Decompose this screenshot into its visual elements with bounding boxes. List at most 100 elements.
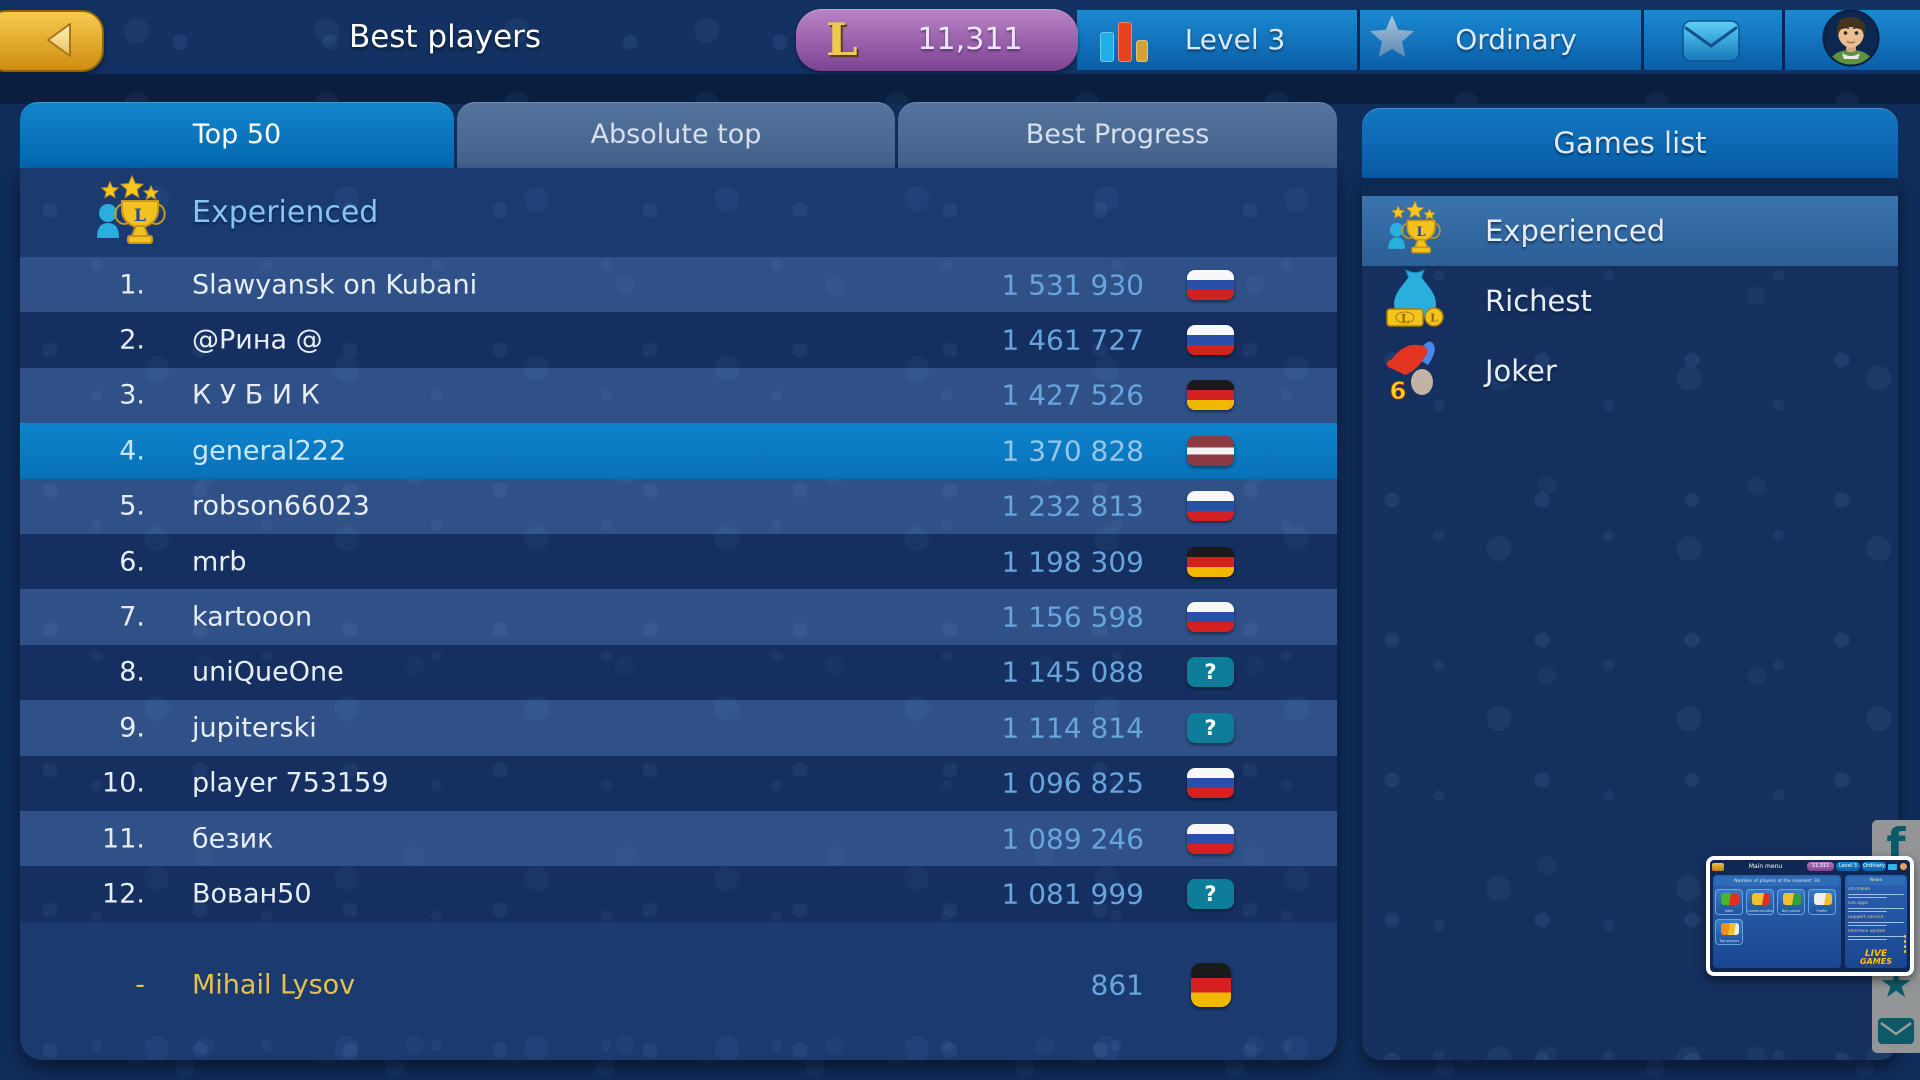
current-player-rank: - — [135, 969, 145, 1001]
table-row[interactable]: 11. безик 1 089 246 — [20, 810, 1337, 867]
player-name: uniQueOne — [192, 656, 344, 688]
player-name: robson66023 — [192, 490, 370, 522]
l-coin-icon: L — [826, 13, 858, 66]
thumb-news-title: News — [1847, 877, 1905, 885]
page-title: Best players — [348, 19, 542, 55]
table-row-selected[interactable]: 4. general222 1 370 828 — [20, 423, 1337, 479]
thumb-envelope-icon — [1888, 863, 1897, 870]
current-player-name: Mihail Lysov — [192, 969, 356, 1001]
country-flag — [1187, 435, 1234, 466]
mail-button[interactable] — [1682, 20, 1740, 66]
player-rank: 2. — [119, 324, 145, 356]
table-row[interactable]: 6. mrb 1 198 309 — [20, 533, 1337, 590]
svg-text:L: L — [134, 206, 146, 226]
games-list-top-band — [1362, 178, 1898, 196]
games-list-item-label: Richest — [1485, 284, 1592, 318]
player-name: К У Б И К — [192, 379, 320, 411]
player-score: 1 081 999 — [1001, 877, 1144, 911]
rank-star-icon[interactable] — [1368, 14, 1416, 64]
player-score: 1 198 309 — [1001, 545, 1144, 579]
player-score: 1 427 526 — [1001, 378, 1144, 412]
rank-badge[interactable]: Ordinary — [1455, 23, 1577, 56]
trophy-player-icon: L — [1386, 200, 1444, 262]
thumb-tile-communication: Communication — [1746, 889, 1774, 915]
envelope-icon[interactable] — [1878, 1018, 1914, 1048]
player-score: 1 089 246 — [1001, 822, 1144, 856]
table-row[interactable]: 12. Вован50 1 081 999 — [20, 866, 1337, 922]
tab-absolute-top[interactable]: Absolute top — [457, 102, 895, 168]
player-rank: 11. — [102, 823, 145, 855]
table-row[interactable]: 3. К У Б И К 1 427 526 — [20, 367, 1337, 424]
table-row[interactable]: 7. kartooon 1 156 598 — [20, 589, 1337, 645]
player-name: mrb — [192, 546, 247, 578]
country-flag — [1187, 768, 1234, 799]
avatar[interactable] — [1822, 9, 1880, 67]
player-rank: 10. — [102, 767, 145, 799]
player-name: general222 — [192, 435, 347, 467]
level-badge[interactable]: Level 3 — [1184, 23, 1286, 56]
table-row[interactable]: 10. player 753159 1 096 825 — [20, 755, 1337, 811]
thumb-level-badge: Level 3 — [1836, 862, 1860, 871]
country-flag — [1187, 878, 1234, 909]
leaderboard-panel: L Experienced 1. Slawyansk on Kubani 1 5… — [20, 168, 1337, 1060]
thumb-news-item: iOS apps — [1848, 901, 1904, 912]
games-list-item-joker[interactable]: 6 Joker — [1362, 336, 1898, 406]
table-row[interactable]: 8. uniQueOne 1 145 088 — [20, 644, 1337, 701]
thumb-menu-area: Number of players at the moment: 33 Joke… — [1713, 875, 1841, 968]
divider — [1782, 10, 1785, 70]
country-flag — [1187, 269, 1234, 300]
country-flag — [1191, 963, 1231, 1007]
thumb-tile-top-players: Top players — [1715, 919, 1743, 945]
leaderboard-tabs: Top 50 Absolute top Best Progress — [20, 102, 1337, 168]
player-name: Вован50 — [192, 878, 312, 910]
communication-tile-icon — [1752, 893, 1770, 905]
svg-text:L: L — [1401, 312, 1409, 325]
country-flag — [1187, 491, 1234, 522]
player-name: @Рина @ — [192, 324, 323, 356]
points-badge[interactable]: L 11,311 — [796, 9, 1078, 71]
divider — [1357, 10, 1360, 70]
player-rank: 3. — [119, 379, 145, 411]
joker-hat-icon: 6 — [1386, 337, 1442, 405]
country-flag — [1187, 325, 1234, 356]
player-name: безик — [192, 823, 274, 855]
top-bar: Best players L 11,311 Level 3 Ordinary — [0, 0, 1920, 74]
player-name: Slawyansk on Kubani — [192, 269, 478, 301]
envelope-icon — [1682, 20, 1740, 66]
games-list-title: Games list — [1362, 108, 1898, 178]
player-name: jupiterski — [192, 712, 317, 744]
games-list-item-experienced[interactable]: L Experienced — [1362, 196, 1898, 266]
player-rank: 1. — [119, 269, 145, 301]
thumb-rank-badge: Ordinary — [1862, 862, 1886, 871]
tab-best-progress[interactable]: Best Progress — [898, 102, 1337, 168]
player-score: 1 156 598 — [1001, 600, 1144, 634]
level-bars-icon[interactable] — [1100, 22, 1156, 62]
profile-tile-icon — [1814, 893, 1832, 905]
player-rank: 8. — [119, 656, 145, 688]
country-flag — [1187, 380, 1234, 411]
thumb-avatar — [1899, 862, 1908, 871]
thumb-news-item: 20 million — [1848, 887, 1904, 898]
thumb-tile-joker: Joker — [1715, 889, 1743, 915]
table-row[interactable]: 9. jupiterski 1 114 814 — [20, 700, 1337, 756]
current-player-row[interactable]: - Mihail Lysov 861 — [20, 958, 1337, 1012]
player-score: 1 232 813 — [1001, 489, 1144, 523]
player-score: 1 461 727 — [1001, 323, 1144, 357]
country-flag — [1187, 546, 1234, 577]
main-menu-thumbnail[interactable]: Main menu 11,311 Level 3 Ordinary Number… — [1706, 856, 1914, 976]
thumb-back-button — [1712, 862, 1724, 871]
main-menu-preview: Main menu 11,311 Level 3 Ordinary Number… — [1710, 860, 1910, 972]
player-rank: 12. — [102, 878, 145, 910]
table-row[interactable]: 5. robson66023 1 232 813 — [20, 478, 1337, 534]
player-rank: 9. — [119, 712, 145, 744]
country-flag — [1187, 602, 1234, 633]
table-row[interactable]: 1. Slawyansk on Kubani 1 531 930 — [20, 257, 1337, 313]
tab-top-50[interactable]: Top 50 — [20, 102, 454, 168]
divider — [1641, 10, 1644, 70]
back-button[interactable] — [0, 10, 104, 72]
games-list-item-label: Experienced — [1485, 214, 1666, 248]
table-row[interactable]: 2. @Рина @ 1 461 727 — [20, 312, 1337, 368]
